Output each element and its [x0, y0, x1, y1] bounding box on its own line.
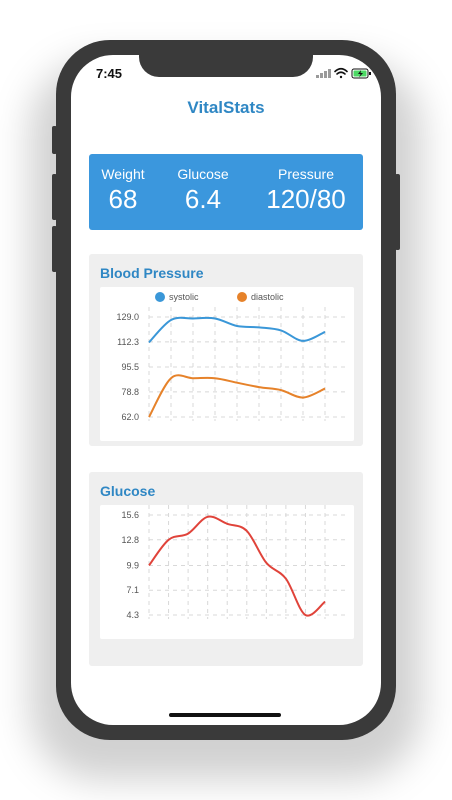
- blood-pressure-title: Blood Pressure: [100, 265, 204, 281]
- chart-legend: systolic diastolic: [155, 292, 284, 302]
- y-tick-label: 12.8: [121, 535, 139, 545]
- stat-pressure: Pressure 120/80: [259, 166, 353, 215]
- y-tick-label: 4.3: [126, 610, 139, 620]
- stat-weight-value: 68: [108, 184, 138, 214]
- y-tick-label: 7.1: [126, 585, 139, 595]
- glucose-card: Glucose 15.6 12.8 9.9 7.1 4.3: [89, 472, 363, 666]
- signal-icon: [316, 69, 331, 78]
- blood-pressure-card: Blood Pressure 129.0 112.3 95.5 78.8 62.0 sys…: [89, 254, 363, 446]
- legend-swatch-diastolic: [237, 292, 247, 302]
- y-tick-label: 78.8: [121, 387, 139, 397]
- power-button: [395, 174, 400, 250]
- notch: [139, 55, 313, 77]
- y-tick-label: 9.9: [126, 560, 139, 570]
- app-title: VitalStats: [187, 98, 265, 117]
- mute-switch: [52, 126, 57, 154]
- y-tick-label: 129.0: [116, 312, 139, 322]
- glucose-chart-area: 15.6 12.8 9.9 7.1 4.3: [100, 505, 354, 639]
- y-tick-label: 95.5: [121, 362, 139, 372]
- glucose-title: Glucose: [100, 483, 156, 499]
- status-time: 7:45: [96, 66, 123, 81]
- stat-weight: Weight 68: [89, 166, 157, 215]
- legend-swatch-systolic: [155, 292, 165, 302]
- y-tick-label: 15.6: [121, 510, 139, 520]
- stat-pressure-value: 120/80: [266, 184, 346, 214]
- wifi-icon: [334, 67, 348, 79]
- chart-grid: [148, 307, 345, 421]
- volume-up-button: [52, 174, 57, 220]
- legend-label-systolic: systolic: [169, 292, 199, 302]
- stat-weight-label: Weight: [101, 166, 145, 182]
- stat-glucose-label: Glucose: [177, 166, 229, 182]
- blood-pressure-chart: 129.0 112.3 95.5 78.8 62.0 systolic diastolic: [116, 292, 345, 422]
- glucose-chart: 15.6 12.8 9.9 7.1 4.3: [121, 505, 345, 620]
- volume-down-button: [52, 226, 57, 272]
- blood-pressure-chart-area: 129.0 112.3 95.5 78.8 62.0 systolic diastolic: [100, 287, 354, 441]
- series-line-glucose: [148, 515, 326, 617]
- chart-grid: [148, 505, 345, 619]
- battery-charging-icon: [351, 68, 371, 79]
- stat-pressure-label: Pressure: [277, 166, 335, 182]
- y-tick-label: 112.3: [117, 337, 139, 347]
- series-line-systolic: [148, 316, 326, 344]
- stat-glucose-value: 6.4: [184, 184, 222, 214]
- home-indicator[interactable]: [169, 713, 281, 717]
- legend-label-diastolic: diastolic: [251, 292, 284, 302]
- status-icons: [316, 67, 371, 79]
- stat-glucose: Glucose 6.4: [167, 166, 239, 215]
- stats-summary-card: Weight 68 Glucose 6.4 Pressure 120/80: [89, 154, 363, 230]
- y-tick-label: 62.0: [121, 412, 139, 422]
